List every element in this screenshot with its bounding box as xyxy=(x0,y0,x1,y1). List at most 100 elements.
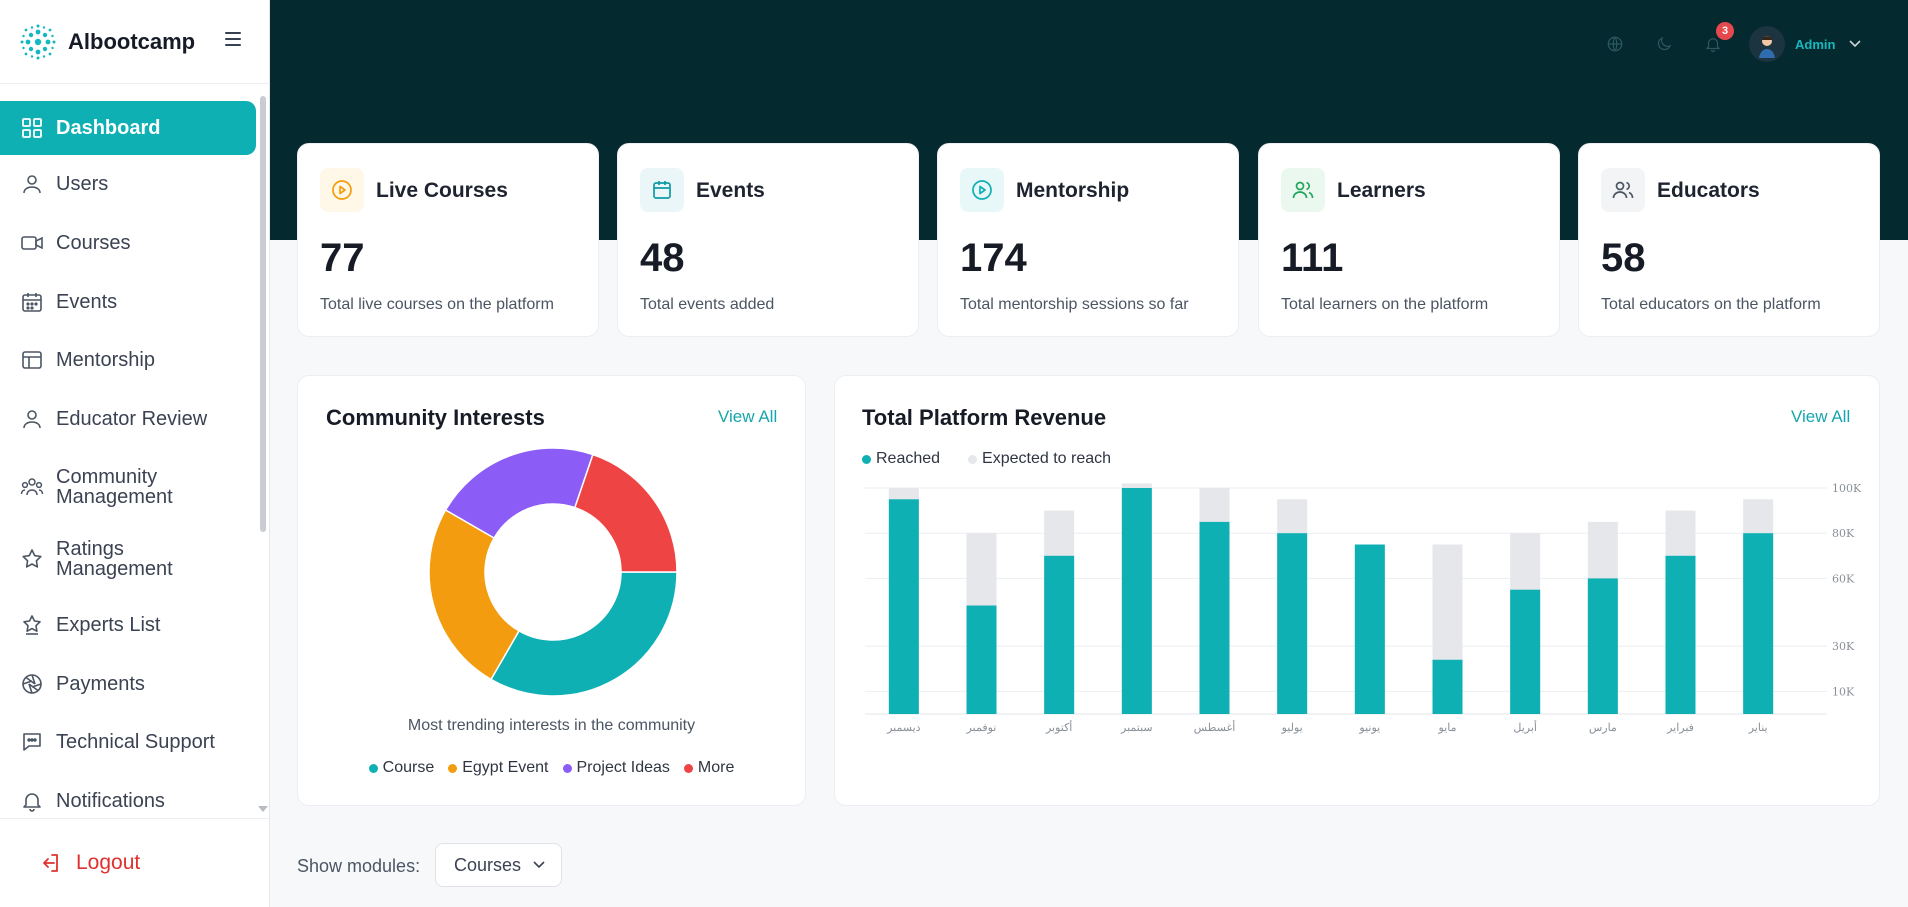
legend-item[interactable]: Expected to reach xyxy=(968,450,1111,468)
user-icon xyxy=(23,175,41,194)
grid-icon xyxy=(22,118,42,138)
avatar-image xyxy=(1749,26,1785,62)
logout-button[interactable]: Logout xyxy=(0,818,269,907)
stat-card-learners[interactable]: Learners 111 Total learners on the platf… xyxy=(1258,143,1560,337)
sidebar-item-mentorship[interactable]: Mentorship xyxy=(0,338,256,382)
donut-slice-project-ideas[interactable] xyxy=(444,447,594,540)
sidebar-item-educator-review[interactable]: Educator Review xyxy=(0,397,256,441)
play-circle-icon xyxy=(960,168,1004,212)
x-tick-label: أغسطس xyxy=(1194,720,1236,734)
logout-label: Logout xyxy=(76,851,141,874)
legend-item[interactable]: Project Ideas xyxy=(562,759,670,777)
legend-label: More xyxy=(697,759,735,776)
sidebar-item-payments[interactable]: Payments xyxy=(0,662,256,706)
stat-value: 58 xyxy=(1601,236,1646,280)
sidebar-item-users[interactable]: Users xyxy=(0,162,256,206)
view-all-link[interactable]: View All xyxy=(718,407,778,426)
bar-reached[interactable] xyxy=(1199,521,1230,714)
bar-reached[interactable] xyxy=(1743,533,1774,714)
sidebar-item-label: Mentorship xyxy=(56,348,155,371)
bar-reached[interactable] xyxy=(1432,659,1463,714)
stat-title: Live Courses xyxy=(376,179,508,202)
legend-label: Project Ideas xyxy=(576,759,670,776)
donut-chart xyxy=(428,447,678,697)
stat-card-events[interactable]: Events 48 Total events added xyxy=(617,143,919,337)
bar-reached[interactable] xyxy=(888,499,919,714)
x-tick-label: مارس xyxy=(1589,721,1617,734)
sidebar-item-label: Users xyxy=(56,172,109,195)
x-tick-label: أكتوبر xyxy=(1045,720,1072,734)
legend-dot xyxy=(562,763,572,773)
legend-label: Course xyxy=(382,759,435,776)
stat-description: Total live courses on the platform xyxy=(320,296,554,313)
legend-label: Expected to reach xyxy=(982,450,1112,467)
calendar-icon xyxy=(22,293,42,312)
legend-item[interactable]: Reached xyxy=(862,450,940,468)
stat-card-live-courses[interactable]: Live Courses 77 Total live courses on th… xyxy=(297,143,599,337)
avatar[interactable] xyxy=(1749,26,1785,62)
sidebar-item-ratings-management[interactable]: Ratings Management xyxy=(0,537,256,581)
stat-description: Total mentorship sessions so far xyxy=(960,296,1189,313)
donut-slice-more[interactable] xyxy=(573,453,678,573)
bar-reached[interactable] xyxy=(1354,544,1385,715)
x-tick-label: أبريل xyxy=(1513,720,1537,734)
menu-toggle-icon[interactable] xyxy=(225,32,241,46)
sidebar-item-label: Educator Review xyxy=(56,407,208,430)
donut-slice-egypt-event[interactable] xyxy=(428,508,521,681)
donut-legend: Course Egypt Event Project Ideas More xyxy=(298,759,805,777)
bar-reached[interactable] xyxy=(1044,555,1075,714)
sidebar-item-courses[interactable]: Courses xyxy=(0,221,256,265)
stat-value: 48 xyxy=(640,236,685,280)
play-circle-icon xyxy=(320,168,364,212)
users-icon xyxy=(1281,168,1325,212)
view-all-link[interactable]: View All xyxy=(1791,407,1851,426)
bar-reached[interactable] xyxy=(1277,533,1308,714)
x-tick-label: فبراير xyxy=(1666,721,1694,734)
revenue-bar-chart: 100K 80K 60K 30K 10K ديسمبر نوفمبر أكتوبر سبتمبر… xyxy=(865,482,1862,734)
sidebar-item-label: Dashboard xyxy=(56,116,161,139)
stat-description: Total learners on the platform xyxy=(1281,296,1489,313)
layout-icon xyxy=(22,351,42,369)
x-tick-label: يناير xyxy=(1748,721,1768,734)
community-interests-panel: Community Interests View All Most trendi… xyxy=(297,375,806,806)
bar-reached[interactable] xyxy=(1665,555,1696,714)
sidebar-item-community-management[interactable]: Community Management xyxy=(0,465,256,509)
x-tick-label: سبتمبر xyxy=(1120,721,1153,734)
header-actions: 3 Admin xyxy=(1606,22,1862,62)
moon-icon[interactable] xyxy=(1655,35,1673,53)
revenue-legend: Reached Expected to reach xyxy=(862,450,1139,468)
bar-reached[interactable] xyxy=(966,605,997,714)
badge-star-icon xyxy=(23,615,41,635)
user-name[interactable]: Admin xyxy=(1795,36,1836,52)
sidebar-item-label: Payments xyxy=(56,672,145,695)
notifications-button[interactable]: 3 xyxy=(1704,22,1734,53)
legend-item[interactable]: Egypt Event xyxy=(448,759,549,777)
sidebar-item-events[interactable]: Events xyxy=(0,280,256,324)
legend-item[interactable]: Course xyxy=(368,759,435,777)
donut-slice-course[interactable] xyxy=(489,571,678,697)
chevron-down-icon[interactable] xyxy=(1849,40,1862,48)
sidebar-item-dashboard[interactable]: Dashboard xyxy=(0,101,256,155)
sidebar-item-experts-list[interactable]: Experts List xyxy=(0,603,256,647)
panel-title: Community Interests xyxy=(326,405,545,430)
bar-reached[interactable] xyxy=(1510,589,1541,714)
stat-title: Mentorship xyxy=(1016,179,1130,202)
sidebar-item-label: Ratings Management xyxy=(56,538,173,580)
x-tick-label: يوليو xyxy=(1281,721,1303,734)
logout-icon xyxy=(43,854,58,872)
y-tick-label: 30K xyxy=(1832,640,1855,653)
bar-reached[interactable] xyxy=(1121,488,1152,714)
stat-title: Learners xyxy=(1337,179,1426,202)
bar-reached[interactable] xyxy=(1587,578,1618,714)
stat-card-educators[interactable]: Educators 58 Total educators on the plat… xyxy=(1578,143,1880,337)
sidebar-item-technical-support[interactable]: Technical Support xyxy=(0,720,256,764)
modules-select[interactable]: Courses xyxy=(435,843,562,887)
chart-caption: Most trending interests in the community xyxy=(407,717,696,734)
sidebar-scrollbar[interactable] xyxy=(260,96,266,532)
y-tick-label: 10K xyxy=(1832,685,1855,698)
legend-item[interactable]: More xyxy=(683,759,735,777)
scroll-down-icon[interactable] xyxy=(258,806,268,812)
sidebar-item-notifications[interactable]: Notifications xyxy=(0,779,256,815)
stat-card-mentorship[interactable]: Mentorship 174 Total mentorship sessions… xyxy=(937,143,1239,337)
globe-icon[interactable] xyxy=(1606,35,1624,53)
